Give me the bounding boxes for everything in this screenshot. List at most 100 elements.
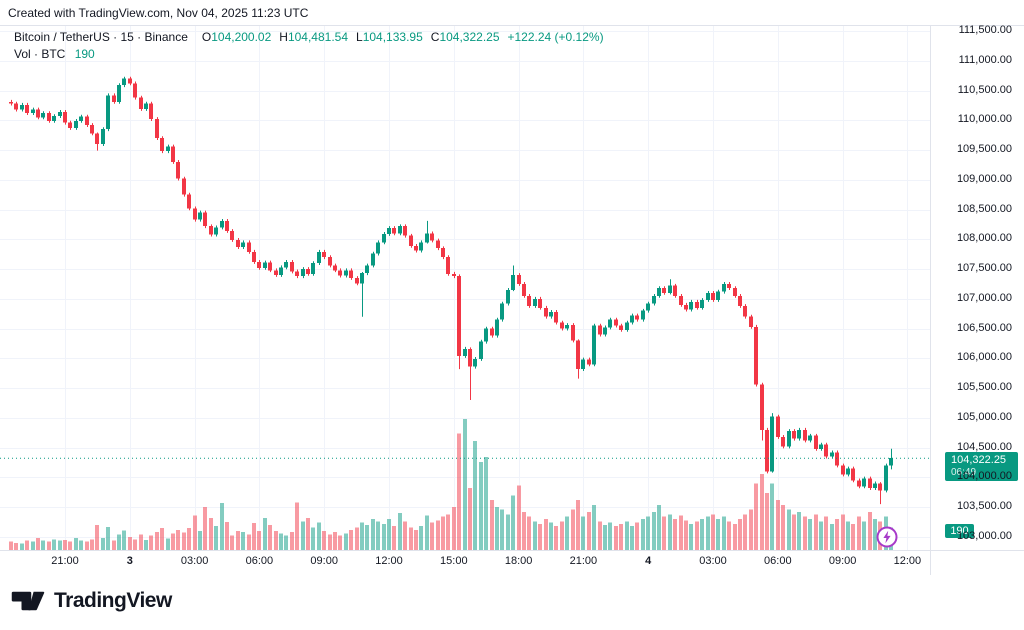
volume-bar: [511, 495, 515, 550]
time-axis-label: 21:00: [569, 555, 598, 567]
time-axis-label: 3: [126, 555, 133, 567]
candle-body: [787, 430, 791, 447]
candle-body: [565, 325, 569, 329]
volume-bar: [446, 514, 450, 550]
volume-bar: [58, 540, 62, 550]
price-axis-label: 110,000.00: [957, 113, 1012, 126]
candle-body: [490, 328, 494, 336]
candle-body: [403, 226, 407, 236]
candle-body: [716, 291, 720, 301]
volume-bar: [355, 527, 359, 550]
candle-body: [376, 242, 380, 254]
volume-bar: [290, 532, 294, 550]
low-label: L: [356, 30, 363, 44]
volume-bar: [641, 519, 645, 550]
volume-bar: [193, 515, 197, 550]
candle-body: [695, 301, 699, 308]
candle-body: [500, 303, 504, 320]
volume-bar: [473, 441, 477, 550]
volume-bar: [220, 502, 224, 550]
candle-body: [47, 113, 51, 121]
candle-body: [662, 288, 666, 293]
candle-body: [155, 119, 159, 139]
volume-bar: [106, 526, 110, 550]
volume-bar: [560, 521, 564, 550]
legend-ohlc-row: Bitcoin / TetherUS · 15 · Binance O104,20…: [14, 30, 604, 44]
time-axis[interactable]: 21:00 3 03:00 06:00 09:00 12:00 15:00 18:00 21:0…: [0, 550, 930, 575]
volume-bar: [868, 511, 872, 550]
time-axis-label: 12:00: [375, 555, 403, 567]
volume-bar: [122, 530, 126, 550]
candle-body: [781, 436, 785, 447]
volume-bar: [598, 521, 602, 550]
candle-body: [549, 311, 553, 317]
candle-body: [760, 384, 764, 430]
time-axis-label: 06:00: [245, 555, 274, 567]
price-axis-label: 108,000.00: [956, 232, 1012, 245]
volume-bar: [279, 533, 283, 550]
price-axis[interactable]: 104,322.25 06:49 190 111,500.00 111,000.0…: [930, 24, 1024, 550]
volume-bar: [770, 483, 774, 550]
candle-body: [792, 430, 796, 439]
candle-body: [684, 304, 688, 310]
volume-bar: [349, 529, 353, 550]
candle-body: [657, 288, 661, 296]
volume-bar: [52, 539, 56, 550]
candle-body: [322, 251, 326, 258]
volume-bar: [792, 514, 796, 550]
candle-body: [85, 116, 89, 126]
candle-body: [754, 326, 758, 385]
price-axis-label: 105,500.00: [956, 381, 1012, 394]
volume-bar: [257, 530, 261, 550]
candle-body: [20, 104, 24, 110]
candle-body: [193, 208, 197, 220]
candle-body: [668, 285, 672, 293]
volume-bar: [765, 492, 769, 550]
candle-body: [328, 257, 332, 266]
volume-bar: [225, 522, 229, 550]
price-axis-label: 111,000.00: [958, 53, 1012, 66]
candle-body: [166, 146, 170, 152]
volume-bar: [301, 521, 305, 550]
tradingview-logo[interactable]: TradingView: [10, 588, 172, 614]
volume-bar: [652, 511, 656, 550]
flash-marker-icon[interactable]: [876, 526, 898, 548]
volume-bar: [668, 514, 672, 550]
volume-bar: [230, 535, 234, 550]
candle-body: [128, 78, 132, 84]
volume-bar: [803, 516, 807, 550]
volume-bar: [716, 519, 720, 550]
volume-bar: [862, 521, 866, 550]
candle-body: [349, 270, 353, 279]
price-axis-label: 109,500.00: [956, 143, 1012, 156]
volume-bar: [841, 514, 845, 550]
time-axis-label: 21:00: [51, 555, 79, 567]
symbol-title[interactable]: Bitcoin / TetherUS · 15 · Binance: [14, 30, 188, 44]
candle-body: [101, 129, 105, 145]
candle-body: [830, 452, 834, 457]
candle-body: [382, 233, 386, 243]
candle-body: [387, 228, 391, 234]
volume-bar: [311, 527, 315, 550]
candle-body: [814, 435, 818, 449]
candle-body: [263, 262, 267, 268]
candle-body: [14, 103, 18, 110]
volume-bar: [263, 517, 267, 550]
candle-body: [749, 316, 753, 327]
candle-body: [576, 340, 580, 370]
volume-bar: [657, 504, 661, 550]
volume-indicator-label[interactable]: Vol · BTC: [14, 47, 66, 61]
volume-bar: [662, 516, 666, 550]
volume-bar: [452, 507, 456, 550]
candle-body: [419, 242, 423, 251]
candle-body: [365, 265, 369, 274]
volume-bar: [760, 473, 764, 550]
candle-body: [511, 275, 515, 290]
open-value: 104,200.02: [211, 30, 272, 44]
volume-bar: [36, 538, 40, 550]
volume-bar: [495, 507, 499, 550]
tradingview-logo-icon: [11, 591, 45, 611]
candle-body: [182, 178, 186, 195]
